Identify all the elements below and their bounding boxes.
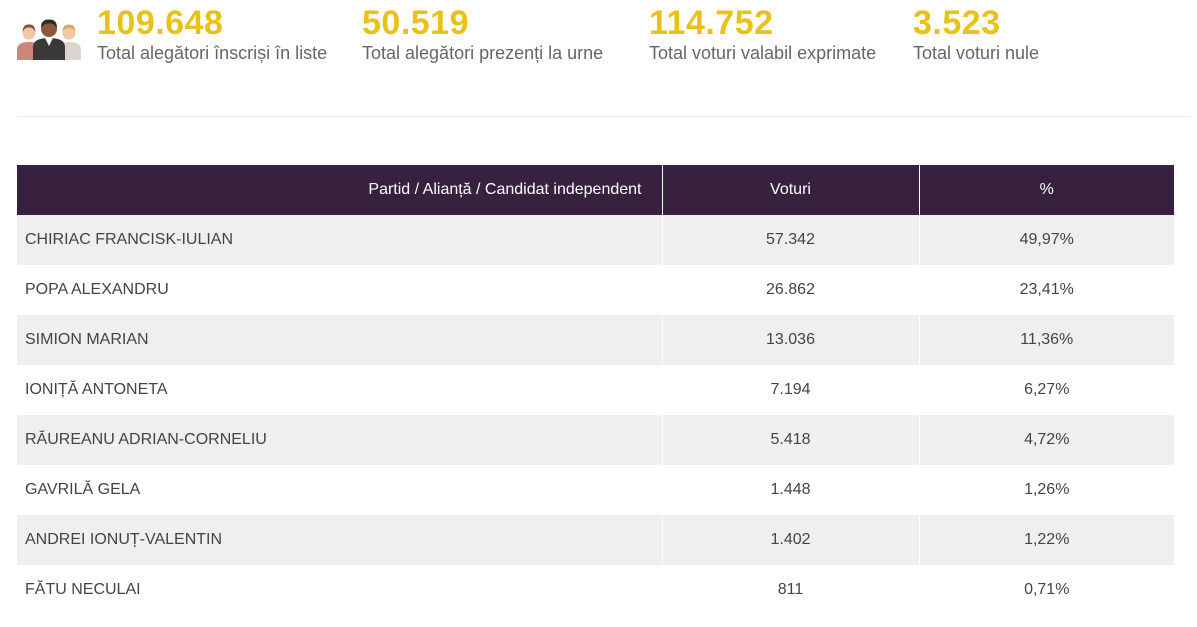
table-row: IONIȚĂ ANTONETA 7.194 6,27% [17,365,1174,415]
column-header-votes[interactable]: Voturi [662,165,920,215]
percent-cell: 1,22% [919,515,1174,565]
stat-label: Total voturi nule [913,43,1040,63]
percent-cell: 6,27% [919,365,1174,415]
stat-label: Total alegători prezenți la urne [362,43,604,63]
percent-cell: 1,26% [919,465,1174,515]
votes-cell: 1.448 [662,465,920,515]
candidate-name: IONIȚĂ ANTONETA [17,365,663,415]
column-header-percent[interactable]: % [919,165,1174,215]
percent-cell: 49,97% [919,215,1174,265]
stat-value: 114.752 [649,4,774,42]
stat-null-votes: 3.523 Total voturi nule [913,4,1039,64]
column-header-candidate[interactable]: Partid / Alianță / Candidat independent [17,165,663,215]
percent-cell: 4,72% [919,415,1174,465]
divider [17,116,1191,117]
candidate-name: GAVRILĂ GELA [17,465,663,515]
candidate-name: RĂUREANU ADRIAN-CORNELIU [17,415,663,465]
table-row: POPA ALEXANDRU 26.862 23,41% [17,265,1174,315]
percent-cell: 23,41% [919,265,1174,315]
votes-cell: 26.862 [662,265,920,315]
stat-registered-voters: 109.648 Total alegători înscriși în list… [97,4,327,64]
votes-cell: 57.342 [662,215,920,265]
table-row: GAVRILĂ GELA 1.448 1,26% [17,465,1174,515]
stat-value: 3.523 [913,4,1001,42]
votes-cell: 7.194 [662,365,920,415]
votes-cell: 13.036 [662,315,920,365]
stat-value: 50.519 [362,4,469,42]
table-row: ANDREI IONUȚ-VALENTIN 1.402 1,22% [17,515,1174,565]
stat-present-voters: 50.519 Total alegători prezenți la urne [362,4,603,64]
voters-icon [17,19,81,60]
stat-label: Total voturi valabil exprimate [649,43,877,63]
votes-cell: 811 [662,565,920,615]
percent-cell: 0,71% [919,565,1174,615]
candidate-name: POPA ALEXANDRU [17,265,663,315]
candidate-name: CHIRIAC FRANCISK-IULIAN [17,215,663,265]
table-row: RĂUREANU ADRIAN-CORNELIU 5.418 4,72% [17,415,1174,465]
stat-value: 109.648 [97,4,224,42]
table-row: FĂTU NECULAI 811 0,71% [17,565,1174,615]
table-header-row: Partid / Alianță / Candidat independent … [17,165,1174,215]
stat-label: Total alegători înscriși în liste [97,43,328,63]
stat-valid-votes: 114.752 Total voturi valabil exprimate [649,4,876,64]
votes-cell: 1.402 [662,515,920,565]
candidate-name: ANDREI IONUȚ-VALENTIN [17,515,663,565]
votes-cell: 5.418 [662,415,920,465]
results-table: Partid / Alianță / Candidat independent … [17,165,1174,615]
percent-cell: 11,36% [919,315,1174,365]
stats-bar: 109.648 Total alegători înscriși în list… [0,0,1197,80]
table-row: SIMION MARIAN 13.036 11,36% [17,315,1174,365]
table-row: CHIRIAC FRANCISK-IULIAN 57.342 49,97% [17,215,1174,265]
candidate-name: FĂTU NECULAI [17,565,663,615]
candidate-name: SIMION MARIAN [17,315,663,365]
